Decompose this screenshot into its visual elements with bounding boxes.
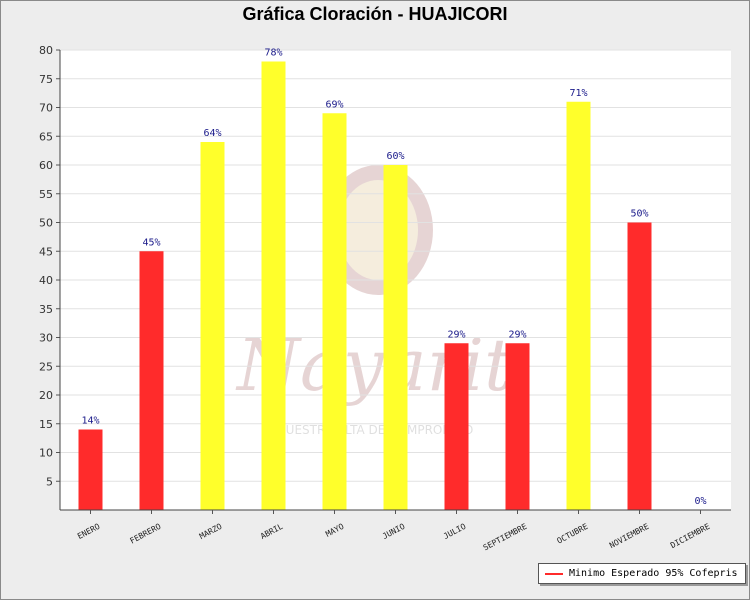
data-label: 64% xyxy=(203,128,221,139)
legend-swatch xyxy=(545,572,563,575)
x-tick-label: MAYO xyxy=(324,522,345,539)
data-label: 29% xyxy=(447,329,465,340)
bar xyxy=(200,142,225,510)
x-axis: ENERO FEBRERO MARZO ABRIL MAYO JUNIO JULIO SEPT… xyxy=(60,509,731,553)
y-tick-label: 65 xyxy=(39,130,53,143)
y-tick-label: 25 xyxy=(39,360,53,373)
x-tick-label: ABRIL xyxy=(259,522,285,541)
chart-title: Gráfica Cloración - HUAJICORI xyxy=(242,4,508,24)
x-tick-label: NOVIEMBRE xyxy=(608,522,651,550)
y-tick-label: 20 xyxy=(39,389,53,402)
legend-label: Minimo Esperado 95% Cofepris xyxy=(569,568,738,579)
bar xyxy=(505,343,530,510)
bar xyxy=(139,251,164,510)
bars: 14% 45% 64% 78% 69% 60% 29% 29% 71% 50% 0% xyxy=(78,48,707,510)
y-tick-label: 40 xyxy=(39,274,53,287)
x-tick-label: MARZO xyxy=(198,522,224,541)
bar xyxy=(383,165,408,510)
legend: Minimo Esperado 95% Cofepris xyxy=(538,563,746,584)
x-tick-label: OCTUBRE xyxy=(555,522,589,546)
x-tick-label: ENERO xyxy=(76,522,102,541)
y-tick-label: 30 xyxy=(39,332,53,345)
x-tick-label: SEPTIEMBRE xyxy=(482,522,529,553)
bar xyxy=(261,61,286,510)
y-tick-label: 80 xyxy=(39,44,53,57)
data-label: 14% xyxy=(81,416,99,427)
bar xyxy=(444,343,469,510)
bar xyxy=(627,222,652,510)
bar xyxy=(566,101,591,510)
data-label: 45% xyxy=(142,237,160,248)
y-tick-label: 70 xyxy=(39,102,53,115)
y-tick-label: 55 xyxy=(39,188,53,201)
y-tick-label: 75 xyxy=(39,73,53,86)
data-label: 71% xyxy=(569,88,587,99)
data-label: 60% xyxy=(386,151,404,162)
y-tick-label: 50 xyxy=(39,217,53,230)
watermark-subtitle: NUESTRA ALTA DE COMPROMISO xyxy=(277,423,474,437)
bar xyxy=(322,113,347,510)
x-tick-label: FEBRERO xyxy=(128,522,162,546)
y-tick-label: 45 xyxy=(39,245,53,258)
y-tick-label: 15 xyxy=(39,418,53,431)
y-tick-label: 35 xyxy=(39,303,53,316)
data-label: 0% xyxy=(694,496,706,507)
y-axis: 5 10 15 20 25 30 35 40 45 50 55 60 65 70 75 80 xyxy=(39,44,61,510)
y-tick-label: 10 xyxy=(39,447,53,460)
data-label: 78% xyxy=(264,48,282,59)
x-tick-label: JUNIO xyxy=(381,522,407,541)
data-label: 69% xyxy=(325,99,343,110)
bar xyxy=(78,429,103,510)
y-tick-label: 60 xyxy=(39,159,53,172)
data-label: 50% xyxy=(630,209,648,220)
y-tick-label: 5 xyxy=(46,475,53,488)
data-label: 29% xyxy=(508,329,526,340)
x-tick-label: JULIO xyxy=(442,522,468,541)
x-tick-label: DICIEMBRE xyxy=(669,522,712,550)
